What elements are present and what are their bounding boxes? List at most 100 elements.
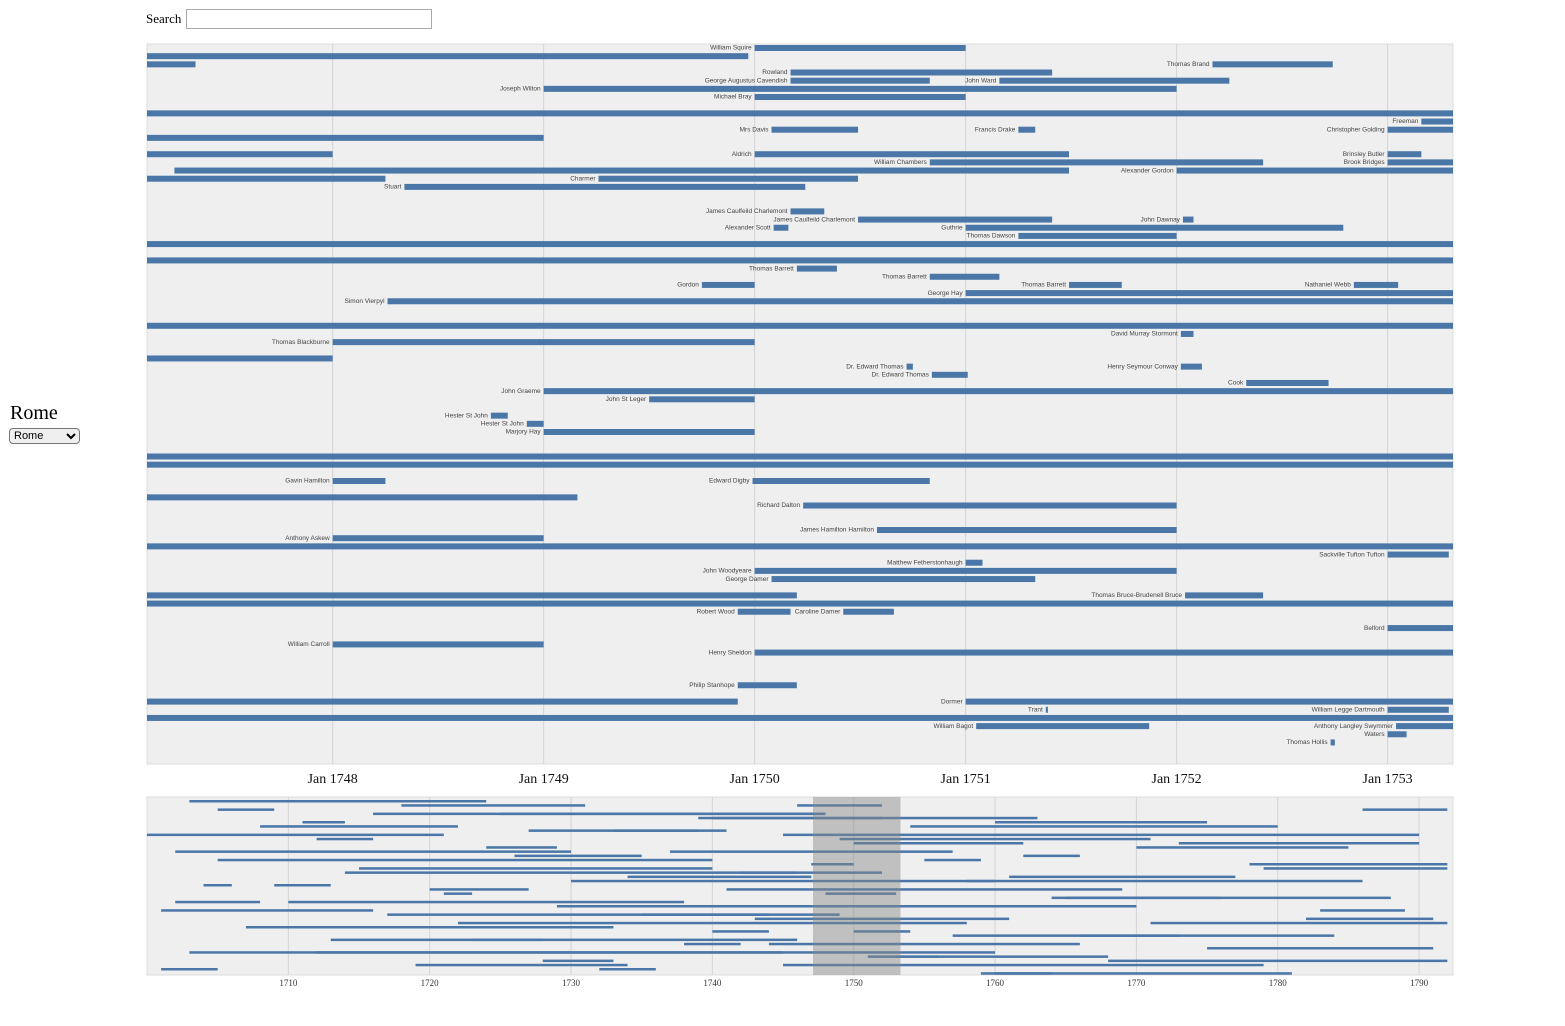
span-bar (332, 641, 544, 648)
span-bar (147, 355, 333, 362)
span-bar (965, 559, 983, 566)
overview-span (684, 942, 741, 946)
overview-span (896, 955, 1109, 958)
span-bar (387, 298, 1453, 305)
overview-span (429, 888, 529, 891)
overview-span (387, 913, 769, 916)
span-bar (1045, 706, 1048, 713)
span-bar (771, 126, 859, 133)
span-label: Brinsley Butler (1343, 151, 1386, 158)
overview-span (825, 892, 897, 895)
x-tick-label: Jan 1749 (519, 772, 569, 787)
span-label: William Squire (710, 45, 752, 52)
span-label: Stuart (384, 184, 402, 191)
span-label: Thomas Barrett (749, 265, 794, 272)
span-label: Marjory Hay (506, 429, 542, 436)
overview-span (1079, 934, 1335, 937)
overview-span (1178, 842, 1420, 845)
span-bar (543, 388, 1453, 395)
overview-span (457, 921, 967, 925)
span-bar (147, 494, 578, 501)
span-label: William Bagot (933, 723, 973, 730)
overview-span (528, 829, 699, 832)
span-bar (490, 412, 508, 419)
overview-span (811, 863, 854, 866)
location-title: Rome (10, 402, 58, 424)
span-bar (754, 94, 966, 101)
overview-span (881, 905, 1137, 908)
location-select[interactable]: Rome (9, 428, 80, 444)
span-bar (965, 224, 1344, 231)
span-label: Thomas Hollis (1286, 739, 1328, 746)
overview-span (217, 858, 713, 862)
overview-span (1263, 867, 1448, 870)
overview-span (1362, 808, 1448, 811)
overview-span (1108, 959, 1448, 963)
span-bar (147, 53, 749, 60)
span-bar (332, 339, 755, 346)
span-label: Anthony Askew (285, 535, 330, 542)
span-label: Thomas Barrett (882, 273, 927, 280)
overview-span (373, 812, 826, 816)
search-label: Search (146, 11, 182, 26)
span-bar (147, 322, 1453, 329)
overview-span (754, 917, 1010, 921)
x-tick-label: Jan 1750 (730, 772, 780, 787)
overview-span (783, 833, 1420, 837)
span-bar (147, 714, 1453, 721)
span-label: Mrs Davis (740, 126, 770, 133)
span-bar (843, 608, 894, 615)
span-bar (754, 649, 1453, 656)
span-bar (147, 543, 1453, 550)
span-label: George Augustus Cavendish (705, 77, 788, 84)
span-label: Nathaniel Webb (1305, 282, 1352, 289)
span-bar (771, 576, 1036, 583)
span-label: Belford (1364, 625, 1385, 632)
span-label: Waters (1364, 731, 1385, 738)
span-label: Guthrie (941, 224, 963, 231)
span-label: Hester St John (481, 421, 524, 428)
span-label: Joseph Wilton (500, 86, 541, 93)
span-label: William Chambers (874, 159, 927, 166)
overview-span (175, 900, 261, 904)
span-bar (1353, 281, 1399, 288)
span-bar (1387, 731, 1407, 738)
overview-span (1009, 875, 1236, 879)
span-bar (1421, 118, 1453, 125)
span-bar (754, 151, 1070, 158)
span-label: Edward Digby (709, 478, 750, 485)
span-bar (1176, 167, 1453, 174)
search-input[interactable] (186, 9, 432, 29)
span-label: Dormer (941, 698, 964, 705)
span-bar (929, 273, 1000, 280)
span-bar (147, 61, 196, 68)
span-bar (773, 224, 789, 231)
overview-span (599, 968, 656, 971)
span-bar (1018, 126, 1036, 133)
overview-tick-label: 1710 (279, 978, 298, 988)
overview-span (571, 879, 996, 883)
overview-span (147, 833, 444, 837)
overview-span (175, 850, 572, 853)
overview-span (217, 808, 275, 811)
overview-span (1306, 917, 1434, 921)
span-bar (1387, 159, 1453, 166)
overview-span (542, 959, 614, 963)
span-bar (965, 290, 1453, 297)
span-bar (701, 281, 755, 288)
overview-span (768, 942, 1080, 946)
overview-span (995, 972, 1292, 975)
span-label: Sackville Tufton Tufton (1319, 551, 1385, 558)
overview-span (1023, 854, 1080, 858)
span-label: John Graeme (501, 388, 541, 395)
span-bar (1182, 216, 1194, 223)
span-bar (147, 698, 738, 705)
overview-span (316, 837, 374, 841)
span-label: Thomas Bruce-Brudenell Bruce (1091, 592, 1182, 599)
span-bar (147, 461, 1453, 468)
span-bar (965, 698, 1453, 705)
span-label: William Carroll (288, 641, 330, 648)
overview-span (486, 846, 557, 849)
span-bar (803, 502, 1177, 509)
